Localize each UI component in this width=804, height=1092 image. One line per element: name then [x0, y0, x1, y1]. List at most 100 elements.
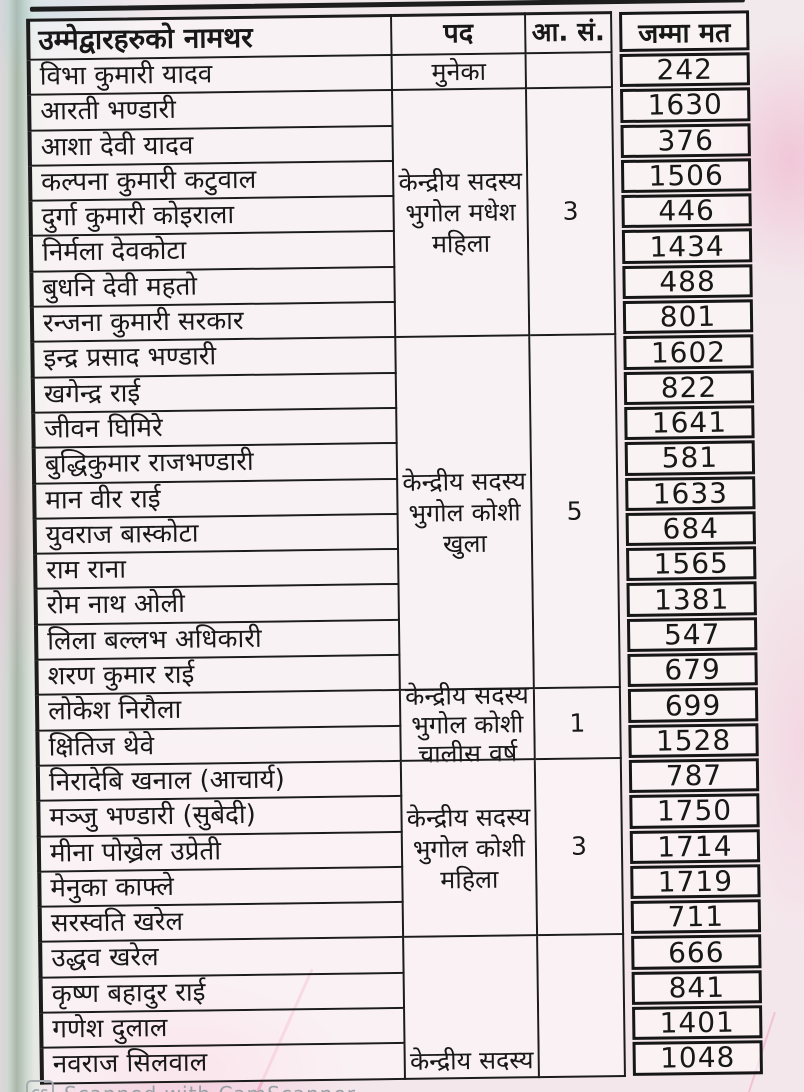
- serial-group-cell: 5: [530, 335, 621, 690]
- vote-value: 801: [622, 299, 754, 335]
- candidate-name-cell: दुर्गा कुमारी कोइराला: [28, 197, 395, 238]
- candidate-name-cell: मान वीर राई: [32, 479, 399, 520]
- serial-group-cell: 3: [535, 758, 625, 937]
- post-group-cell: केन्द्रीय सदस्य: [404, 936, 540, 1080]
- candidate-name-cell: युवराज बास्कोटा: [32, 514, 400, 555]
- votes-cell: 1434: [615, 228, 753, 265]
- votes-cell: 684: [619, 510, 756, 547]
- vote-value: 684: [625, 511, 756, 547]
- candidate-name-cell: कल्पना कुमारी कटुवाल: [27, 161, 395, 202]
- votes-cell: 1565: [619, 545, 757, 582]
- serial-group-cell: 3: [527, 88, 617, 337]
- post-label: केन्द्रीय सदस्य भुगोल कोशी महिला: [406, 801, 531, 895]
- vote-value: 1633: [625, 475, 756, 511]
- votes-cell: 1506: [614, 157, 752, 194]
- post-label: केन्द्रीय सदस्य भुगोल मधेश महिला: [398, 166, 523, 259]
- votes-cell: 699: [621, 687, 759, 724]
- camscanner-watermark: CS Scanned with CamScanner: [26, 1080, 356, 1092]
- post-label: केन्द्रीय सदस्य भुगोल कोशी खुला: [402, 466, 527, 559]
- candidate-name-cell: निरादेबि खनाल (आचार्य): [35, 761, 403, 802]
- candidate-name-cell: जीवन घिमिरे: [31, 408, 398, 450]
- column-header-post: पद: [392, 12, 527, 56]
- post-group-cell: केन्द्रीय सदस्य भुगोल मधेश महिला: [393, 89, 531, 339]
- votes-cell: 1602: [616, 334, 754, 371]
- candidate-name-cell: उद्धव खरेल: [38, 938, 405, 979]
- camscanner-icon: CS: [26, 1080, 54, 1092]
- votes-cell: 1630: [613, 87, 751, 124]
- candidate-name-cell: शरण कुमार राई: [34, 655, 401, 697]
- candidate-name-cell: लिला बल्लभ अधिकारी: [33, 620, 401, 661]
- votes-cell: 1641: [617, 404, 755, 441]
- vote-value: 376: [620, 122, 751, 158]
- vote-value: 787: [628, 758, 760, 794]
- camscanner-watermark-text: Scanned with CamScanner: [64, 1082, 356, 1092]
- results-table: उम्मेद्वारहरुको नामथर पद आ. सं. जम्मा मत…: [26, 9, 763, 1085]
- votes-cell: 1750: [622, 792, 760, 829]
- votes-cell: 446: [614, 192, 752, 229]
- candidate-name-cell: मञ्जु भण्डारी (सुबेदी): [36, 797, 403, 838]
- post-label: केन्द्रीय सदस्य भुगोल कोशी चालीस वर्ष: [405, 680, 529, 769]
- votes-cell: 822: [617, 369, 755, 406]
- candidate-name-cell: विभा कुमारी यादव: [26, 55, 394, 97]
- votes-cell: 1633: [618, 475, 756, 512]
- votes-header-label: जम्मा मत: [619, 10, 750, 53]
- votes-cell: 242: [613, 51, 750, 88]
- candidate-name-cell: निर्मला देवकोटा: [28, 232, 396, 273]
- votes-cell: 581: [618, 440, 756, 477]
- post-label: केन्द्रीय सदस्य: [409, 1044, 534, 1076]
- candidate-name-cell: लोकेश निरौला: [34, 691, 402, 732]
- vote-value: 1401: [632, 1005, 763, 1041]
- votes-cell: 666: [624, 934, 762, 971]
- candidate-name-cell: क्षितिज थेवे: [35, 726, 402, 767]
- votes-cell: 1401: [625, 1004, 763, 1041]
- votes-cell: 1719: [623, 863, 761, 900]
- vote-value: 242: [619, 52, 750, 88]
- candidate-name-cell: रन्जना कुमारी सरकार: [29, 303, 397, 344]
- vote-value: 1630: [620, 87, 751, 123]
- votes-cell: 1714: [623, 828, 761, 865]
- candidate-name-cell: नवराज सिलवाल: [39, 1044, 406, 1085]
- post-group-cell: केन्द्रीय सदस्य भुगोल कोशी चालीस वर्ष: [400, 680, 536, 769]
- vote-value: 1602: [623, 334, 754, 370]
- votes-cell: 711: [624, 898, 762, 935]
- vote-value: 1641: [624, 405, 755, 441]
- vote-value: 1565: [626, 546, 757, 582]
- vote-value: 699: [627, 687, 759, 723]
- vote-value: 711: [630, 899, 762, 935]
- votes-cell: 787: [622, 757, 760, 794]
- vote-value: 547: [626, 617, 758, 653]
- vote-value: 488: [622, 264, 753, 300]
- vote-value: 822: [623, 369, 755, 405]
- column-header-votes: जम्मा मत: [612, 9, 750, 53]
- candidate-name-cell: मीना पोख्रेल उप्रेती: [36, 832, 404, 873]
- candidate-name-cell: रोम नाथ ओली: [33, 585, 400, 626]
- vote-value: 1048: [632, 1040, 763, 1076]
- post-group-cell: केन्द्रीय सदस्य भुगोल कोशी खुला: [396, 336, 535, 692]
- candidate-name-cell: कृष्ण बहादुर राई: [38, 973, 406, 1014]
- candidate-name-cell: सरस्वति खरेल: [37, 903, 405, 944]
- vote-value: 1381: [626, 581, 757, 617]
- votes-cell: 488: [615, 263, 753, 300]
- post-group-cell: मुनेका: [392, 54, 528, 92]
- candidate-name-cell: गणेश दुलाल: [39, 1008, 406, 1050]
- post-group-cell: केन्द्रीय सदस्य भुगोल कोशी महिला: [401, 760, 539, 939]
- candidate-name-cell: राम राना: [33, 550, 400, 591]
- candidate-name-cell: मेनुका काफ्ले: [37, 867, 404, 908]
- serial-group-cell: [526, 53, 614, 90]
- vote-value: 666: [631, 934, 762, 970]
- vote-value: 679: [627, 652, 758, 688]
- candidate-name-cell: बुधनि देवी महतो: [29, 267, 396, 308]
- candidate-name-cell: आशा देवी यादव: [27, 126, 394, 167]
- candidate-name-cell: खगेन्द्र राई: [30, 373, 398, 414]
- votes-cell: 801: [616, 298, 754, 335]
- votes-cell: 841: [625, 969, 763, 1006]
- candidate-name-cell: इन्द्र प्रसाद भण्डारी: [30, 338, 397, 379]
- vote-value: 1506: [620, 158, 752, 194]
- votes-cell: 547: [620, 616, 758, 653]
- votes-cell: 1048: [625, 1040, 763, 1077]
- vote-value: 1528: [628, 722, 759, 758]
- vote-value: 1750: [629, 793, 760, 829]
- candidate-name-cell: बुद्धिकुमार राजभण्डारी: [31, 444, 399, 485]
- post-label: मुनेका: [431, 56, 487, 87]
